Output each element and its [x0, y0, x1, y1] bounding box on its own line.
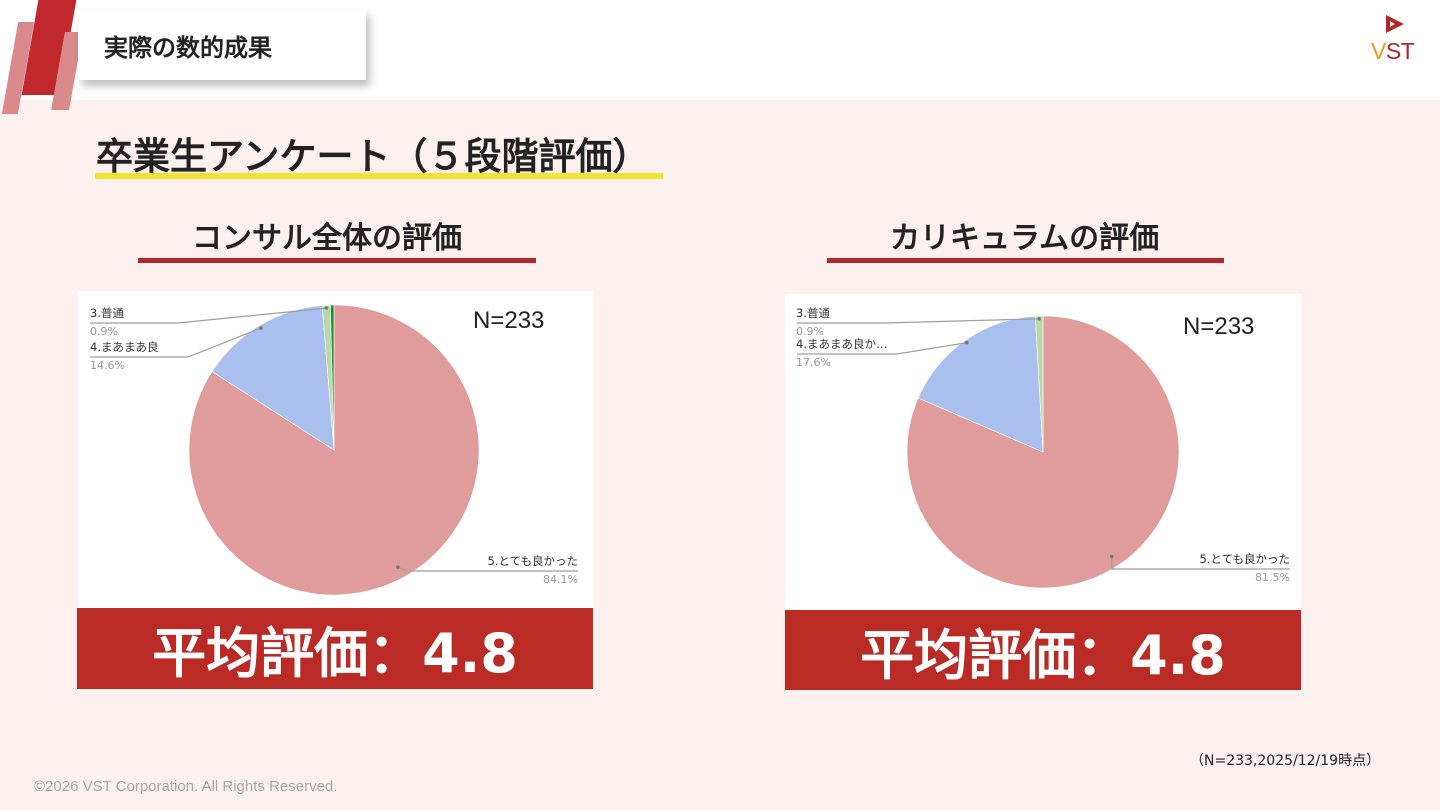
leader-dot [1109, 554, 1114, 559]
logo-text: VST [1371, 38, 1415, 64]
leader-line [1111, 556, 1290, 570]
leader-dot [1037, 317, 1041, 321]
slice-percent-label: 0.9% [90, 325, 118, 338]
leader-line [797, 318, 1040, 324]
pie-chart-svg: 5.とても良かった 84.1% 4.まあまあ良 14.6% 3.普通 0.9% [90, 304, 578, 596]
panel-title-underline [827, 258, 1224, 263]
pie-chart-curriculum: 5.とても良かった 81.5% 4.まあまあ良か… 17.6% 3.普通 0.9% N=2… [785, 294, 1301, 610]
slice-percent-label: 81.5% [1255, 571, 1290, 584]
sample-size-label: N=233 [1183, 313, 1255, 340]
slice-label: 5.とても良かった [487, 554, 578, 568]
section-title: 卒業生アンケート（５段階評価） [96, 135, 650, 178]
slice-label: 5.とても良かった [1199, 552, 1290, 566]
section-title-underline [95, 173, 663, 179]
pie-chart-consulting: 5.とても良かった 84.1% 4.まあまあ良 14.6% 3.普通 0.9% N=233 [78, 291, 593, 609]
slice-percent-label: 17.6% [796, 356, 831, 369]
leader-dot [964, 340, 969, 345]
panel-title-consulting: コンサル全体の評価 [192, 221, 462, 256]
page-title: 実際の数的成果 [104, 34, 272, 62]
slice-label: 4.まあまあ良 [90, 340, 158, 354]
pie-slice [211, 305, 335, 451]
pie-slice [917, 315, 1044, 453]
vst-logo: VST [1368, 14, 1420, 66]
leader-dot [396, 565, 400, 569]
leader-line [90, 307, 327, 324]
slice-label: 4.まあまあ良か… [796, 337, 887, 351]
leader-line [90, 327, 262, 358]
pie-slice [330, 304, 335, 451]
pie-slice [1034, 315, 1044, 453]
leader-line [397, 566, 578, 572]
slice-label: 3.普通 [90, 306, 124, 320]
panel-title-underline [138, 258, 536, 263]
slice-percent-label: 84.1% [543, 573, 578, 586]
header-tab [78, 10, 366, 80]
slice-label: 3.普通 [796, 306, 830, 320]
copyright: ©2026 VST Corporation. All Rights Reserv… [34, 778, 338, 795]
leader-line [797, 342, 967, 355]
leader-dot [324, 306, 329, 310]
slice-percent-label: 14.6% [90, 359, 125, 372]
slice-percent-label: 0.9% [796, 325, 824, 338]
panel-title-curriculum: カリキュラムの評価 [890, 221, 1160, 256]
leader-dot [259, 326, 263, 330]
sample-size-label: N=233 [473, 307, 545, 334]
average-rating-curriculum: 平均評価：4.8 [785, 610, 1301, 690]
footnote: （N=233,2025/12/19時点） [1190, 753, 1381, 769]
pie-chart-svg: 5.とても良かった 81.5% 4.まあまあ良か… 17.6% 3.普通 0.9% [796, 306, 1290, 589]
play-mark-icon [1386, 15, 1404, 33]
average-rating-consulting: 平均評価：4.8 [77, 608, 593, 689]
